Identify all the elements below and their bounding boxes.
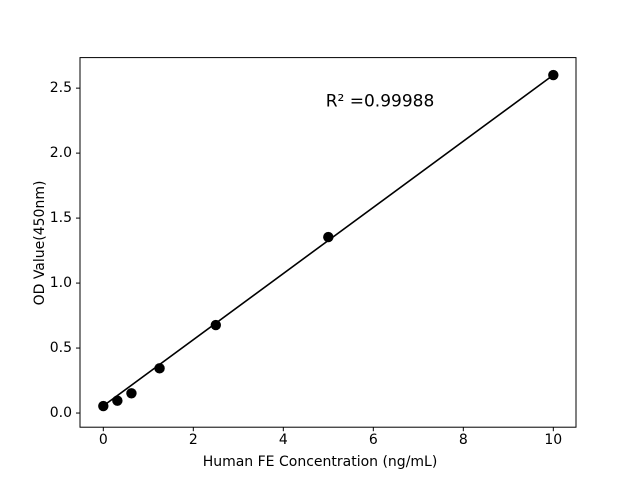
data-point	[323, 231, 334, 243]
r-squared-annotation: R² =0.99988	[325, 91, 435, 112]
data-point	[548, 69, 559, 81]
data-point	[98, 400, 109, 412]
x-axis-label: Human FE Concentration (ng/mL)	[202, 454, 438, 470]
data-point	[210, 319, 222, 331]
y-axis-label: OD Value(450nm)	[32, 180, 48, 306]
plot-border	[79, 57, 577, 428]
data-point	[154, 363, 165, 374]
data-point	[126, 388, 137, 399]
data-point	[112, 395, 123, 406]
